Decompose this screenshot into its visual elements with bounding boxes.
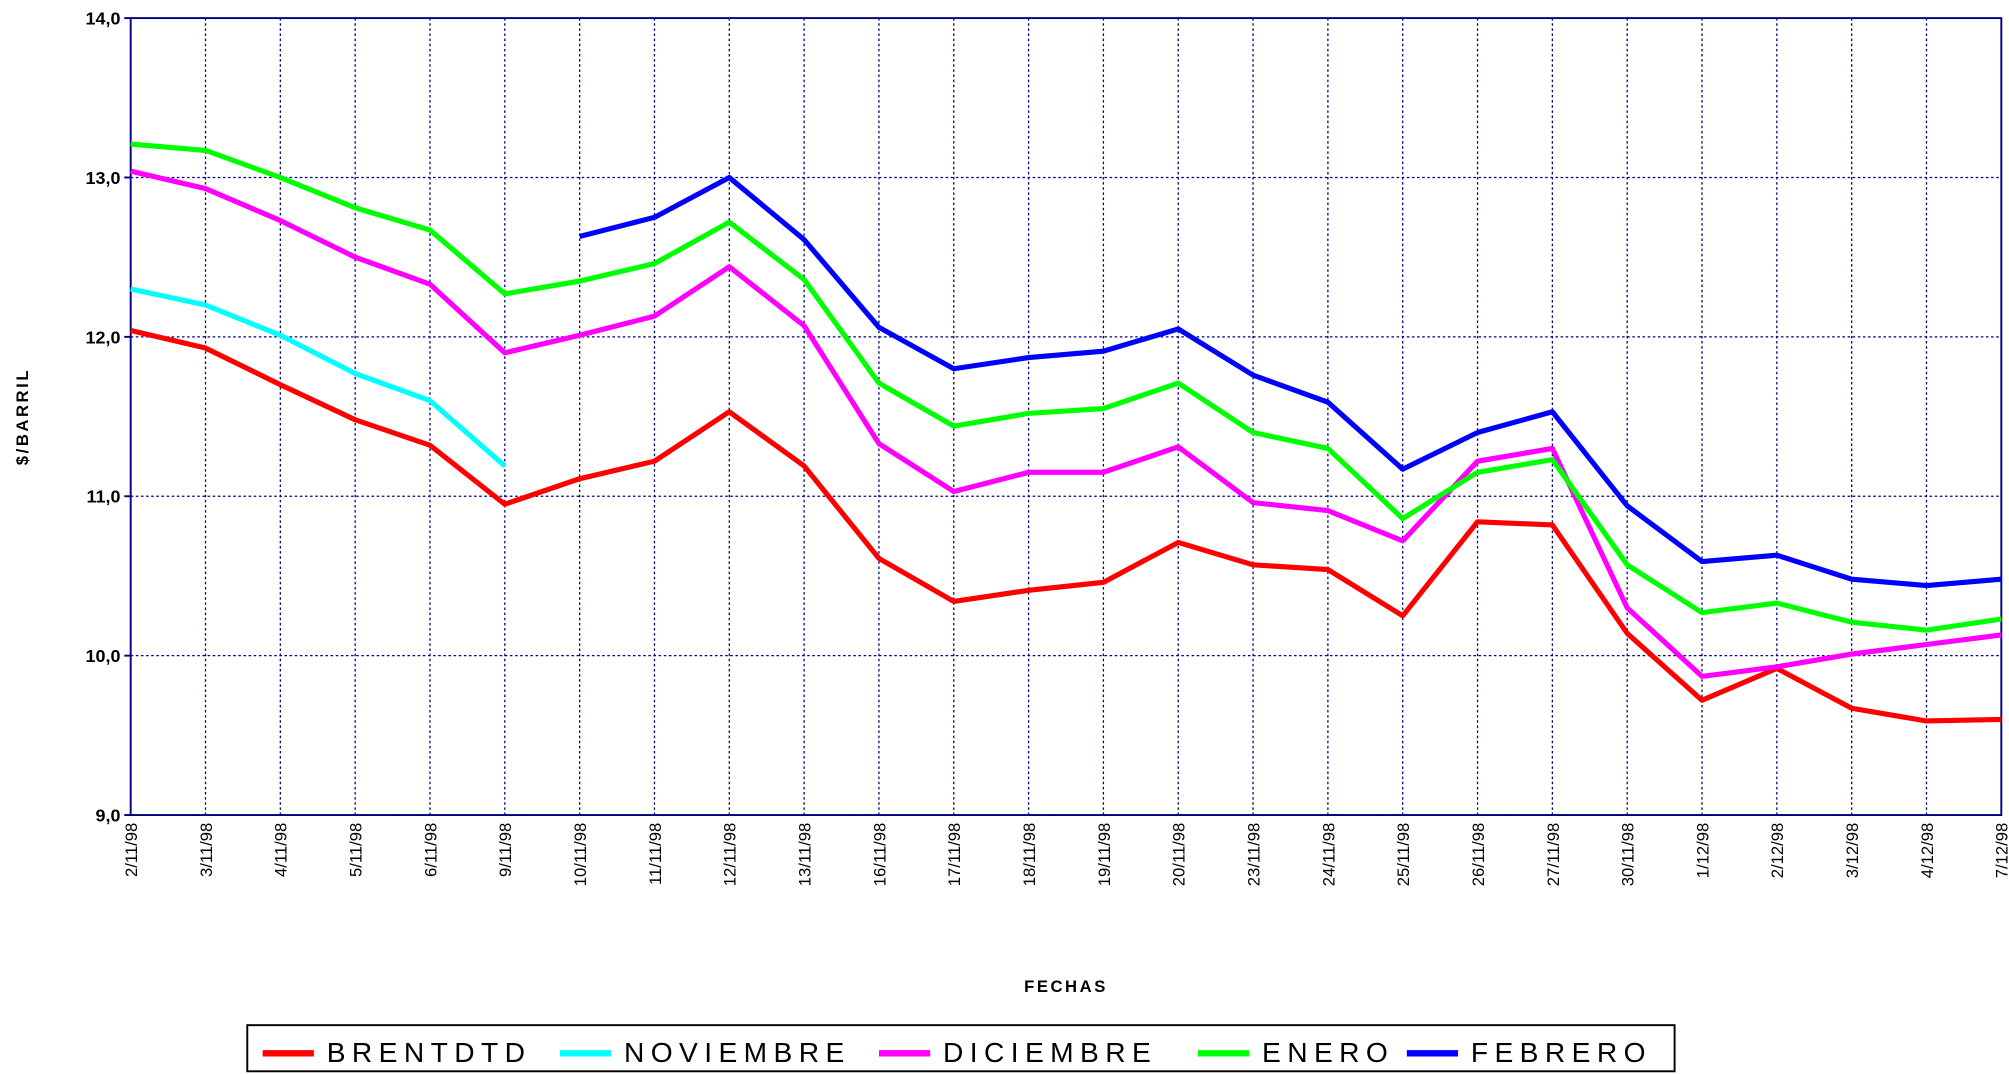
x-tick-label: 3/12/98 xyxy=(1843,823,1862,879)
legend-label: ENERO xyxy=(1262,1036,1394,1068)
x-axis-label: FECHAS xyxy=(1024,977,1108,996)
x-tick-label: 27/11/98 xyxy=(1544,823,1563,887)
x-tick-label: 1/12/98 xyxy=(1693,823,1712,879)
x-tick-label: 26/11/98 xyxy=(1469,823,1488,887)
legend-box xyxy=(246,1024,1676,1073)
x-tick-label: 18/11/98 xyxy=(1020,823,1039,887)
y-tick-label: 14,0 xyxy=(86,9,121,29)
x-tick-label: 20/11/98 xyxy=(1170,823,1189,887)
series-line xyxy=(130,286,507,468)
y-tick-label: 12,0 xyxy=(86,327,121,347)
y-tick-label: 13,0 xyxy=(86,168,121,188)
legend-label: BRENTDTD xyxy=(327,1036,532,1068)
x-tick-label: 10/11/98 xyxy=(571,823,590,887)
x-tick-label: 12/11/98 xyxy=(721,823,740,887)
x-tick-label: 6/11/98 xyxy=(421,823,440,877)
plot-border xyxy=(129,17,2003,816)
y-tick-label: 9,0 xyxy=(96,805,121,825)
y-axis-label: $/BARRIL xyxy=(13,368,32,465)
y-tick-label: 11,0 xyxy=(87,487,121,507)
x-tick-label: 16/11/98 xyxy=(870,823,889,887)
x-tick-label: 3/11/98 xyxy=(197,823,216,877)
x-tick-label: 5/11/98 xyxy=(347,823,366,877)
x-tick-label: 30/11/98 xyxy=(1619,823,1638,887)
x-tick-label: 7/12/98 xyxy=(1993,823,2009,879)
x-tick-label: 25/11/98 xyxy=(1394,823,1413,887)
x-tick-label: 4/11/98 xyxy=(272,823,291,877)
x-tick-label: 24/11/98 xyxy=(1319,823,1338,887)
x-tick-label: 2/12/98 xyxy=(1768,823,1787,879)
x-tick-label: 23/11/98 xyxy=(1244,823,1263,887)
x-tick-label: 4/12/98 xyxy=(1918,823,1937,879)
series-line xyxy=(579,174,2002,589)
x-tick-label: 17/11/98 xyxy=(945,823,964,887)
series-line xyxy=(130,141,2002,633)
legend-label: NOVIEMBRE xyxy=(624,1036,851,1068)
x-tick-label: 19/11/98 xyxy=(1095,823,1114,887)
x-tick-label: 2/11/98 xyxy=(122,823,141,877)
series-line xyxy=(130,168,2002,679)
x-tick-label: 13/11/98 xyxy=(796,823,815,887)
x-tick-label: 9/11/98 xyxy=(496,823,515,877)
legend-label: FEBRERO xyxy=(1471,1036,1652,1068)
series-line xyxy=(130,327,2002,724)
y-tick-label: 10,0 xyxy=(86,646,121,666)
legend-label: DICIEMBRE xyxy=(943,1036,1157,1068)
x-tick-label: 11/11/98 xyxy=(646,823,665,885)
